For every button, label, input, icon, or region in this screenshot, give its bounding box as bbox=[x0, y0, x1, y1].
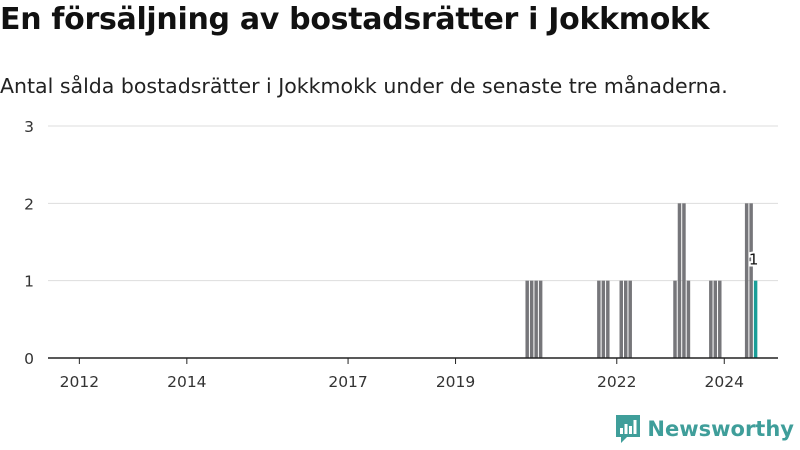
brand-name: Newsworthy bbox=[647, 417, 794, 441]
data-labels: 1 bbox=[747, 249, 761, 271]
x-tick-label-2017: 2017 bbox=[328, 373, 367, 391]
bar-2021-10 bbox=[601, 280, 606, 358]
x-tick-label-2022: 2022 bbox=[597, 373, 636, 391]
y-tick-label-3: 3 bbox=[24, 118, 34, 136]
newsworthy-logo-icon bbox=[616, 415, 641, 443]
bar-2023-12 bbox=[718, 280, 722, 358]
bar-2020-05 bbox=[525, 280, 529, 358]
bar-2023-03 bbox=[677, 203, 682, 358]
bar-2024-06 bbox=[744, 203, 749, 358]
bar-2024-07 bbox=[749, 203, 753, 358]
bar-2024-08 bbox=[753, 280, 758, 358]
bar-2021-09 bbox=[597, 280, 601, 358]
bar-2022-04 bbox=[628, 280, 632, 358]
bar-2022-03 bbox=[623, 280, 628, 358]
grid-lines bbox=[48, 125, 778, 282]
bar-2023-04 bbox=[682, 203, 686, 358]
y-tick-label-2: 2 bbox=[24, 195, 34, 213]
bar-chart: 0 1 2 3 2012 2014 2017 2019 2022 2024 1 bbox=[24, 118, 778, 391]
chart-subtitle: Antal sålda bostadsrätter i Jokkmokk und… bbox=[0, 74, 728, 98]
bar-2023-11 bbox=[713, 280, 718, 358]
bars bbox=[525, 203, 758, 358]
bar-2023-05 bbox=[686, 280, 691, 358]
bar-2020-06 bbox=[529, 280, 534, 358]
x-axis-ticks: 2012 2014 2017 2019 2022 2024 bbox=[60, 358, 744, 391]
bar-2020-07 bbox=[534, 280, 538, 358]
y-axis-ticks: 0 1 2 3 bbox=[24, 118, 34, 368]
y-tick-label-1: 1 bbox=[24, 273, 34, 291]
bar-2022-02 bbox=[619, 280, 623, 358]
x-tick-label-2012: 2012 bbox=[60, 373, 99, 391]
bar-2023-10 bbox=[709, 280, 713, 358]
x-tick-label-2024: 2024 bbox=[705, 373, 744, 391]
chart-title: En försäljning av bostadsrätter i Jokkmo… bbox=[0, 2, 710, 37]
bar-2021-11 bbox=[606, 280, 610, 358]
bar-2020-08 bbox=[538, 280, 543, 358]
y-tick-label-0: 0 bbox=[24, 350, 34, 368]
x-tick-label-2014: 2014 bbox=[167, 373, 206, 391]
bar-2023-02 bbox=[673, 280, 677, 358]
brand-logo: Newsworthy bbox=[615, 414, 794, 444]
highlight-data-label: 1 bbox=[749, 251, 759, 269]
x-tick-label-2019: 2019 bbox=[436, 373, 475, 391]
